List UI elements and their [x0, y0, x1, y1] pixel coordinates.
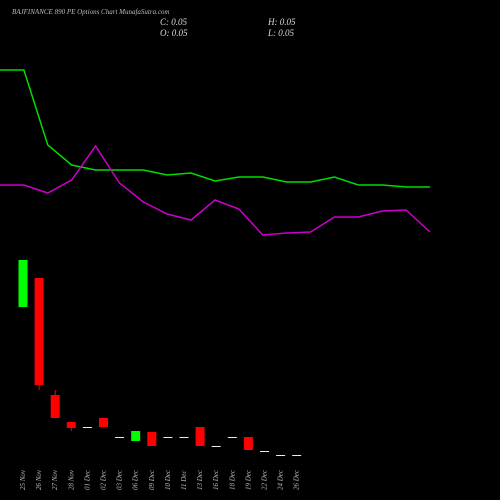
x-tick-label: 28 Nov — [67, 469, 75, 490]
chart-title: BAJFINANCE 890 PE Options Chart MunafaSu… — [12, 8, 170, 16]
x-tick-label: 10 Dec — [164, 469, 172, 490]
x-tick-label: 11 Dec — [180, 470, 188, 490]
x-tick-label: 25 Nov — [19, 469, 27, 490]
candle-body — [260, 451, 269, 452]
candle-body — [276, 455, 286, 456]
x-tick-label: 27 Nov — [51, 469, 59, 490]
x-tick-label: 13 Dec — [196, 469, 204, 490]
x-tick-label: 06 Dec — [132, 469, 140, 490]
candle-body — [147, 432, 157, 446]
candle-body — [131, 431, 141, 441]
x-tick-label: 01 Dec — [83, 469, 91, 490]
x-tick-label: 26 Nov — [35, 469, 43, 490]
indicator-line — [0, 144, 431, 236]
candle-body — [99, 418, 108, 427]
candle-body — [34, 278, 44, 385]
candle-body — [163, 437, 173, 438]
x-tick-label: 02 Dec — [100, 469, 108, 490]
close-label: C: 0.05 — [160, 17, 188, 27]
x-tick-label: 24 Dec — [277, 469, 285, 490]
candle-body — [82, 427, 92, 428]
candle-body — [50, 395, 60, 418]
candle-body — [179, 437, 189, 438]
candle-body — [227, 437, 237, 438]
x-tick-label: 03 Dec — [116, 469, 124, 490]
candle-body — [18, 260, 28, 307]
open-label: O: 0.05 — [160, 28, 188, 38]
low-label: L: 0.05 — [267, 28, 295, 38]
candle-body — [211, 446, 221, 447]
candle-body — [243, 437, 253, 450]
x-tick-label: 09 Dec — [148, 469, 156, 490]
indicator-line — [0, 69, 430, 188]
candle-body — [66, 422, 76, 428]
x-tick-label: 16 Dec — [212, 469, 220, 490]
candle-body — [292, 455, 302, 456]
high-label: H: 0.05 — [267, 17, 296, 27]
x-tick-label: 22 Dec — [261, 469, 269, 490]
candle-body — [115, 437, 125, 438]
candle-body — [195, 427, 205, 446]
x-tick-label: 18 Dec — [228, 469, 236, 490]
x-tick-label: 26 Dec — [293, 469, 301, 490]
x-tick-label: 19 Dec — [244, 469, 252, 490]
